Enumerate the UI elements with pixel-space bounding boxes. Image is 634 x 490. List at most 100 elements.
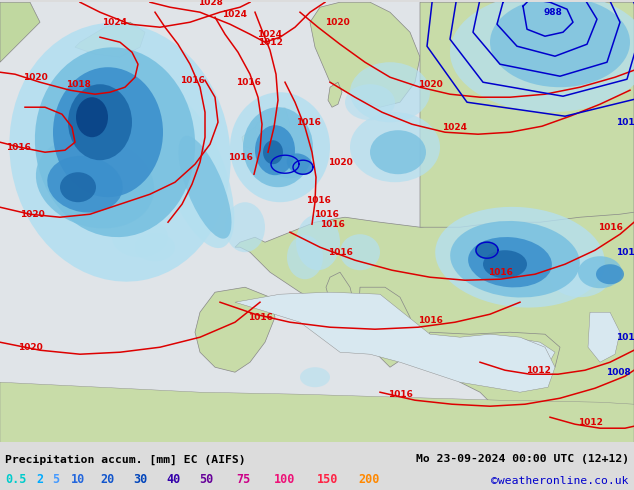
Text: 1020: 1020 (418, 80, 443, 89)
Ellipse shape (76, 97, 108, 137)
Text: 1020: 1020 (23, 73, 48, 82)
Ellipse shape (468, 237, 552, 288)
Text: 1016: 1016 (236, 78, 261, 87)
Ellipse shape (68, 84, 132, 160)
Text: 150: 150 (317, 473, 339, 487)
Text: 1012: 1012 (616, 333, 634, 342)
Polygon shape (0, 2, 40, 62)
Polygon shape (195, 287, 275, 372)
Ellipse shape (36, 136, 154, 228)
Ellipse shape (450, 0, 634, 112)
Text: 1016: 1016 (228, 153, 252, 162)
Ellipse shape (475, 241, 499, 259)
Text: 1020: 1020 (328, 158, 353, 167)
Ellipse shape (255, 125, 295, 175)
Text: 1024: 1024 (257, 30, 283, 39)
Text: 1020: 1020 (20, 210, 44, 219)
Ellipse shape (490, 0, 630, 87)
Polygon shape (255, 107, 290, 152)
Text: 10: 10 (71, 473, 85, 487)
Text: 200: 200 (358, 473, 380, 487)
Text: 1016: 1016 (314, 210, 339, 219)
Ellipse shape (156, 97, 235, 248)
Text: 1012: 1012 (578, 417, 602, 427)
Text: 1016: 1016 (328, 248, 353, 257)
Polygon shape (326, 272, 355, 342)
Ellipse shape (350, 112, 440, 182)
Text: 75: 75 (236, 473, 250, 487)
Ellipse shape (450, 221, 580, 297)
Ellipse shape (340, 234, 380, 270)
Ellipse shape (483, 250, 527, 278)
Text: 1028: 1028 (198, 0, 223, 7)
Text: 1016: 1016 (306, 196, 330, 205)
Ellipse shape (350, 62, 430, 122)
Text: 1008: 1008 (605, 368, 630, 377)
Text: 1016: 1016 (179, 76, 204, 85)
Text: 1018: 1018 (65, 80, 91, 89)
Polygon shape (328, 82, 342, 107)
Ellipse shape (296, 214, 340, 270)
Text: 1012: 1012 (526, 366, 550, 375)
Ellipse shape (35, 48, 195, 237)
Ellipse shape (135, 233, 175, 261)
Text: 50: 50 (199, 473, 213, 487)
Text: 1024: 1024 (223, 10, 247, 19)
Ellipse shape (345, 84, 395, 120)
Text: 1012: 1012 (257, 38, 282, 47)
Polygon shape (235, 292, 555, 392)
Ellipse shape (230, 92, 330, 202)
Ellipse shape (596, 264, 624, 284)
Text: 1016: 1016 (6, 143, 30, 152)
Ellipse shape (550, 257, 610, 297)
Ellipse shape (263, 140, 283, 164)
Ellipse shape (287, 153, 313, 175)
Text: 1024: 1024 (103, 18, 127, 27)
Ellipse shape (264, 146, 306, 178)
Text: 988: 988 (543, 8, 562, 17)
Text: 1016: 1016 (387, 390, 413, 399)
Polygon shape (420, 2, 634, 227)
Polygon shape (448, 337, 555, 377)
Ellipse shape (287, 235, 323, 279)
Polygon shape (588, 312, 620, 362)
Ellipse shape (112, 217, 168, 257)
Text: 1024: 1024 (443, 122, 467, 132)
Text: 1016: 1016 (418, 316, 443, 325)
Ellipse shape (179, 136, 231, 239)
Text: 1020: 1020 (18, 343, 42, 352)
Ellipse shape (578, 256, 622, 288)
Text: 1016: 1016 (598, 223, 623, 232)
Ellipse shape (53, 67, 163, 197)
Ellipse shape (193, 137, 217, 157)
Text: 20: 20 (100, 473, 114, 487)
Polygon shape (242, 127, 258, 149)
Ellipse shape (60, 172, 96, 202)
Text: 0.5: 0.5 (5, 473, 27, 487)
Text: 1012: 1012 (616, 118, 634, 127)
Text: Mo 23-09-2024 00:00 UTC (12+12): Mo 23-09-2024 00:00 UTC (12+12) (416, 454, 629, 465)
Ellipse shape (10, 23, 231, 282)
Text: 1016: 1016 (320, 220, 344, 229)
Text: 30: 30 (133, 473, 147, 487)
Text: 100: 100 (274, 473, 295, 487)
Polygon shape (75, 22, 145, 57)
Ellipse shape (225, 202, 265, 252)
Text: 1012: 1012 (616, 248, 634, 257)
Ellipse shape (48, 156, 123, 213)
Ellipse shape (300, 367, 330, 387)
Text: ©weatheronline.co.uk: ©weatheronline.co.uk (491, 476, 629, 487)
Text: 1016: 1016 (488, 268, 512, 277)
Polygon shape (425, 332, 560, 387)
Text: 1020: 1020 (325, 18, 349, 27)
Polygon shape (235, 197, 634, 442)
Ellipse shape (370, 130, 426, 174)
Text: 1016: 1016 (247, 313, 273, 322)
Text: 2: 2 (37, 473, 44, 487)
Ellipse shape (243, 107, 313, 187)
Text: 1016: 1016 (295, 118, 320, 127)
Text: 5: 5 (52, 473, 59, 487)
Text: 40: 40 (166, 473, 180, 487)
Text: Precipitation accum. [mm] EC (AIFS): Precipitation accum. [mm] EC (AIFS) (5, 454, 246, 465)
Polygon shape (0, 382, 634, 442)
